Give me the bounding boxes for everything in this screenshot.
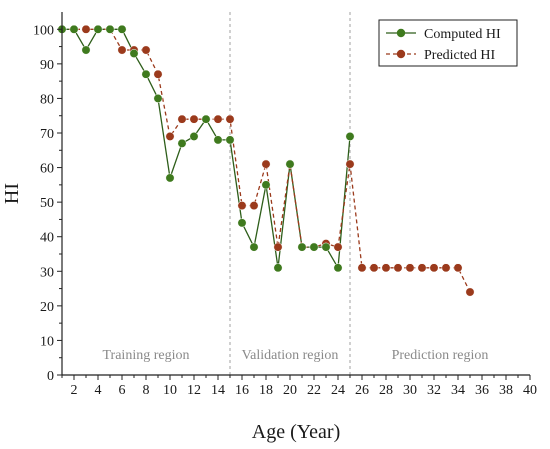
predicted-hi-point [141,45,151,55]
computed-hi-point [81,45,91,55]
series-line-computed-hi [62,28,351,270]
predicted-hi-point [189,114,199,124]
computed-hi-point [237,218,247,228]
y-tick-label: 0 [47,369,54,384]
region-label: Training region [103,348,190,363]
x-tick-label: 4 [95,383,102,398]
x-tick-label: 32 [427,383,441,398]
predicted-hi-point [357,263,367,273]
computed-hi-point [117,24,127,34]
region-label: Prediction region [392,348,489,363]
predicted-hi-point [333,242,343,252]
y-tick-label: 80 [40,92,54,107]
predicted-hi-point [429,263,439,273]
computed-hi-point [201,114,211,124]
x-tick-label: 6 [119,383,126,398]
x-tick-label: 40 [523,383,537,398]
x-tick-label: 22 [307,383,321,398]
computed-hi-point [165,173,175,183]
x-tick-label: 34 [451,383,465,398]
legend-box [378,19,518,67]
x-tick-label: 16 [235,383,249,398]
x-tick-label: 28 [379,383,393,398]
x-tick-label: 18 [259,383,273,398]
predicted-hi-point [165,132,175,141]
computed-hi-point [273,263,283,273]
x-axis-title: Age (Year) [252,421,341,443]
predicted-hi-point [153,69,163,79]
computed-hi-point [321,242,331,252]
predicted-hi-point [177,114,187,124]
x-tick-label: 8 [143,383,150,398]
predicted-hi-point [453,263,463,273]
y-tick-label: 10 [40,334,54,349]
x-tick-label: 10 [163,383,177,398]
predicted-hi-point [381,263,391,273]
x-tick-label: 24 [331,383,345,398]
y-tick-label: 30 [40,265,54,280]
plot-area: Training region Validation region Predicti… [33,12,537,398]
x-tick-label: 36 [475,383,489,398]
x-tick-label: 26 [355,383,369,398]
x-tick-label: 12 [187,383,201,398]
predicted-hi-point [345,159,355,169]
computed-hi-point [141,69,151,79]
x-tick-label: 30 [403,383,417,398]
y-tick-label: 40 [40,231,54,246]
computed-hi-point [213,135,223,145]
predicted-hi-point [81,24,91,34]
computed-hi-point [225,135,235,145]
y-tick-label: 70 [40,127,54,142]
predicted-hi-point [213,114,223,124]
computed-hi-point [153,93,163,103]
computed-hi-point [177,138,187,148]
legend-marker-computed-hi [396,28,406,38]
computed-hi-point [297,242,307,252]
predicted-hi-point [237,201,247,211]
predicted-hi-point [249,201,259,211]
computed-hi-point [333,263,343,273]
computed-hi-point [93,24,103,34]
region-label: Validation region [242,348,339,363]
computed-hi-point [285,159,295,169]
y-axis-title: HI [1,183,23,204]
predicted-hi-point [225,114,235,124]
predicted-hi-point [465,287,475,297]
y-tick-label: 90 [40,58,54,73]
predicted-hi-point [393,263,403,273]
computed-hi-point [69,24,79,34]
computed-hi-point [189,132,199,141]
predicted-hi-point [369,263,379,273]
x-tick-label: 2 [71,383,78,398]
legend-label: Computed HI [424,27,501,42]
x-tick-label: 38 [499,383,513,398]
predicted-hi-point [261,159,271,169]
computed-hi-point [129,49,139,58]
predicted-hi-point [405,263,415,273]
computed-hi-point [345,132,355,141]
computed-hi-point [261,180,271,190]
predicted-hi-point [117,45,127,55]
x-tick-label: 14 [211,383,225,398]
computed-hi-point [309,242,319,252]
predicted-hi-point [417,263,427,273]
y-tick-label: 50 [40,196,54,211]
predicted-hi-point [273,242,283,252]
x-tick-label: 20 [283,383,297,398]
legend-label: Predicted HI [424,48,495,63]
y-tick-label: 100 [33,23,54,38]
y-tick-label: 20 [40,300,54,315]
y-tick-label: 60 [40,162,54,177]
predicted-hi-point [441,263,451,273]
computed-hi-point [105,24,115,34]
computed-hi-point [249,242,259,252]
legend: Computed HI Predicted HI [378,19,518,67]
legend-marker-predicted-hi [396,49,406,59]
